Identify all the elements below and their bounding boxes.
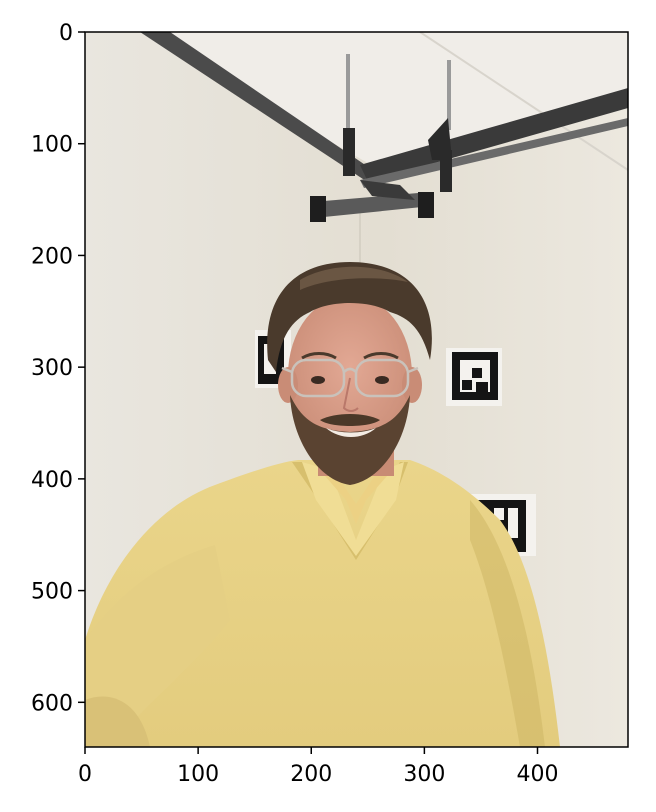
photo-image	[84, 31, 629, 748]
x-tick-label: 400	[517, 762, 559, 787]
marker-middle	[446, 348, 502, 406]
hanging-rod	[346, 54, 350, 134]
ceiling-rail-right	[360, 88, 628, 182]
beard	[290, 395, 410, 485]
sweater	[85, 460, 560, 747]
y-tick-label: 0	[59, 21, 73, 46]
y-axis: 0 100 200 300 400 500 600	[31, 21, 85, 716]
arm	[85, 545, 230, 747]
hair	[267, 262, 432, 372]
y-tick-label: 200	[31, 244, 73, 269]
y-tick-label: 100	[31, 133, 73, 158]
y-tick-label: 400	[31, 468, 73, 493]
x-tick-label: 100	[177, 762, 219, 787]
ceiling	[85, 32, 628, 170]
y-tick-label: 300	[31, 356, 73, 381]
x-tick-label: 0	[78, 762, 92, 787]
x-tick-label: 300	[403, 762, 445, 787]
y-tick-label: 500	[31, 580, 73, 605]
x-tick-label: 200	[290, 762, 332, 787]
y-tick-label: 600	[31, 691, 73, 716]
face	[288, 295, 412, 455]
axes-frame	[84, 31, 629, 748]
glasses	[281, 358, 419, 398]
x-axis: 0 100 200 300 400	[78, 747, 559, 787]
ceiling-rail-left	[140, 32, 380, 185]
